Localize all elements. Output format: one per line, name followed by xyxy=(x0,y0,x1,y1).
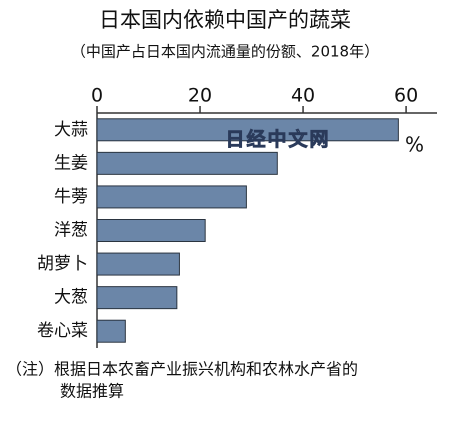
bar xyxy=(96,319,126,343)
chart-title: 日本国内依赖中国产的蔬菜 xyxy=(99,8,351,32)
chart-subtitle: （中国产占日本国内流通量的份额、2018年） xyxy=(71,43,379,61)
bar xyxy=(96,185,247,209)
y-tick-label: 生姜 xyxy=(54,153,88,173)
y-tick-label: 大蒜 xyxy=(54,120,88,140)
bar xyxy=(96,286,178,310)
y-tick-label: 洋葱 xyxy=(54,221,88,241)
unit-label: % xyxy=(405,133,424,157)
x-tick-label: 40 xyxy=(291,85,315,107)
x-tick-label: 60 xyxy=(394,85,418,107)
x-tick-label: 0 xyxy=(91,85,103,107)
watermark: 日经中文网 xyxy=(225,128,330,151)
bar xyxy=(96,219,206,242)
bar xyxy=(96,118,399,142)
note-line: 数据推算 xyxy=(60,382,124,401)
y-tick-label: 牛蒡 xyxy=(54,187,88,207)
x-tick-label: 20 xyxy=(188,85,212,107)
bar xyxy=(96,252,180,276)
y-tick-label: 大葱 xyxy=(54,288,88,308)
bar xyxy=(96,151,278,175)
y-tick-label: 卷心菜 xyxy=(37,321,88,341)
note-line: （注）根据日本农畜产业振兴机构和农林水产省的 xyxy=(6,360,358,379)
y-tick-label: 胡萝卜 xyxy=(37,254,88,274)
